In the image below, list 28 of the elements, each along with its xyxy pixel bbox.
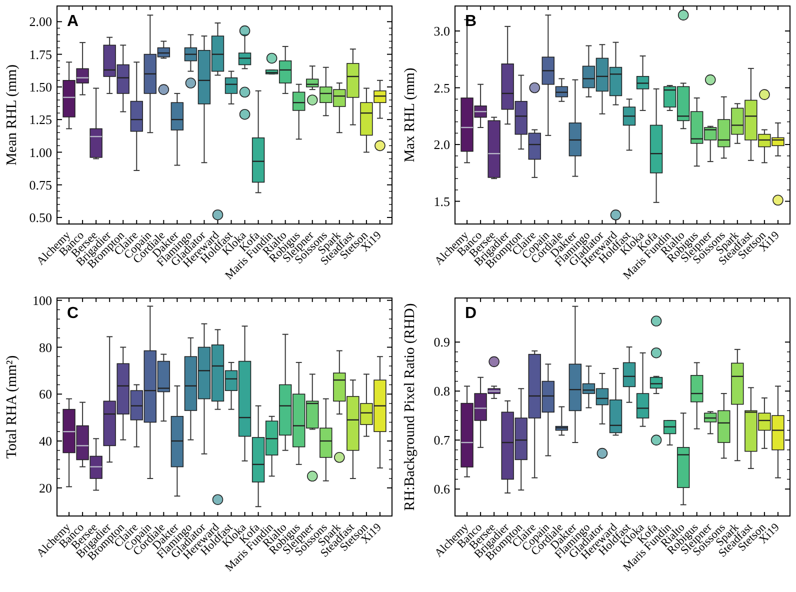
y-tick-label: 80 [39, 340, 52, 355]
y-tick-label: 100 [32, 292, 52, 308]
chart-title: B [465, 13, 477, 30]
y-tick-label: 0.9 [434, 334, 450, 350]
y-tick-label: 2.00 [29, 14, 52, 30]
y-tick-label: 1.50 [29, 79, 52, 94]
y-tick-label: 0.7 [434, 432, 450, 448]
y-axis-title: Total RHA (mm²) [4, 355, 20, 459]
y-axis-title: Max RHL (mm) [402, 68, 418, 162]
y-tick-label: 0.6 [434, 482, 450, 497]
y-tick-label: 0.75 [29, 177, 52, 192]
y-tick-label: 2.5 [434, 80, 450, 96]
y-tick-label: 40 [39, 434, 52, 449]
y-tick-label: 1.5 [434, 194, 450, 209]
y-tick-label: 0.8 [434, 384, 450, 399]
y-tick-label: 3.0 [434, 24, 450, 39]
chart-title: C [67, 305, 79, 322]
y-tick-label: 20 [39, 480, 52, 496]
y-tick-label: 1.25 [29, 112, 52, 128]
y-axis-title: RH:Background Pixel Ratio (RHD) [402, 303, 418, 511]
y-axis-title: Mean RHL (mm) [4, 64, 20, 166]
y-tick-label: 60 [39, 386, 52, 402]
y-tick-label: 1.00 [29, 144, 52, 160]
y-tick-label: 0.50 [29, 210, 52, 226]
chart-title: A [67, 13, 79, 30]
y-tick-label: 1.75 [29, 46, 52, 62]
y-tick-label: 2.0 [434, 137, 450, 152]
chart-title: D [465, 305, 477, 322]
